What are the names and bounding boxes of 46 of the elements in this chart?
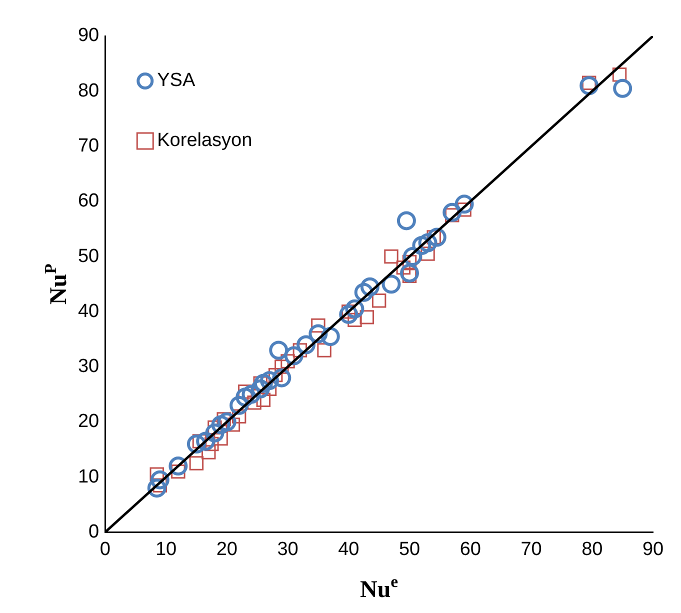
point <box>147 478 166 498</box>
x-tick-label: 30 <box>277 538 298 560</box>
y-tick-label: 80 <box>78 80 100 102</box>
legend-label: YSA <box>157 70 196 92</box>
x-tick-label: 60 <box>460 538 481 560</box>
y-tick-label: 90 <box>78 25 100 46</box>
point <box>311 318 326 333</box>
point <box>396 211 416 230</box>
x-tick-label: 70 <box>520 538 542 560</box>
y-tick-label: 0 <box>88 521 100 542</box>
point <box>427 228 446 247</box>
y-tick-label: 10 <box>78 466 100 488</box>
point <box>384 249 398 264</box>
x-tick-label: 90 <box>642 538 664 560</box>
point <box>612 67 627 82</box>
point <box>260 371 279 390</box>
y-tick-label: 20 <box>78 411 100 432</box>
x-tick-label: 20 <box>216 538 238 560</box>
point <box>217 412 236 432</box>
point <box>418 233 438 252</box>
x-tick-label: 10 <box>155 538 177 560</box>
y-tick-label: 50 <box>78 246 100 267</box>
point <box>412 236 432 256</box>
point <box>232 409 246 424</box>
point <box>269 340 288 360</box>
x-tick-label: 50 <box>398 538 420 560</box>
point <box>189 456 204 470</box>
point <box>400 264 420 283</box>
y-tick-label: 70 <box>78 136 100 156</box>
point <box>372 294 386 308</box>
point <box>613 78 632 98</box>
point <box>205 423 224 442</box>
point <box>211 415 230 434</box>
point <box>274 360 289 374</box>
legend-label: Korelasyon <box>157 130 252 152</box>
point <box>168 456 188 476</box>
y-axis-title: NuP <box>40 264 72 305</box>
x-tick-label: 40 <box>338 538 360 560</box>
point <box>420 246 435 261</box>
y-tick-label: 60 <box>78 190 100 212</box>
x-tick-label: 80 <box>582 538 603 560</box>
point <box>360 310 374 324</box>
point <box>403 247 422 266</box>
point <box>202 445 216 460</box>
y-tick-label: 30 <box>78 356 100 378</box>
y-tick-label: 40 <box>78 300 100 322</box>
